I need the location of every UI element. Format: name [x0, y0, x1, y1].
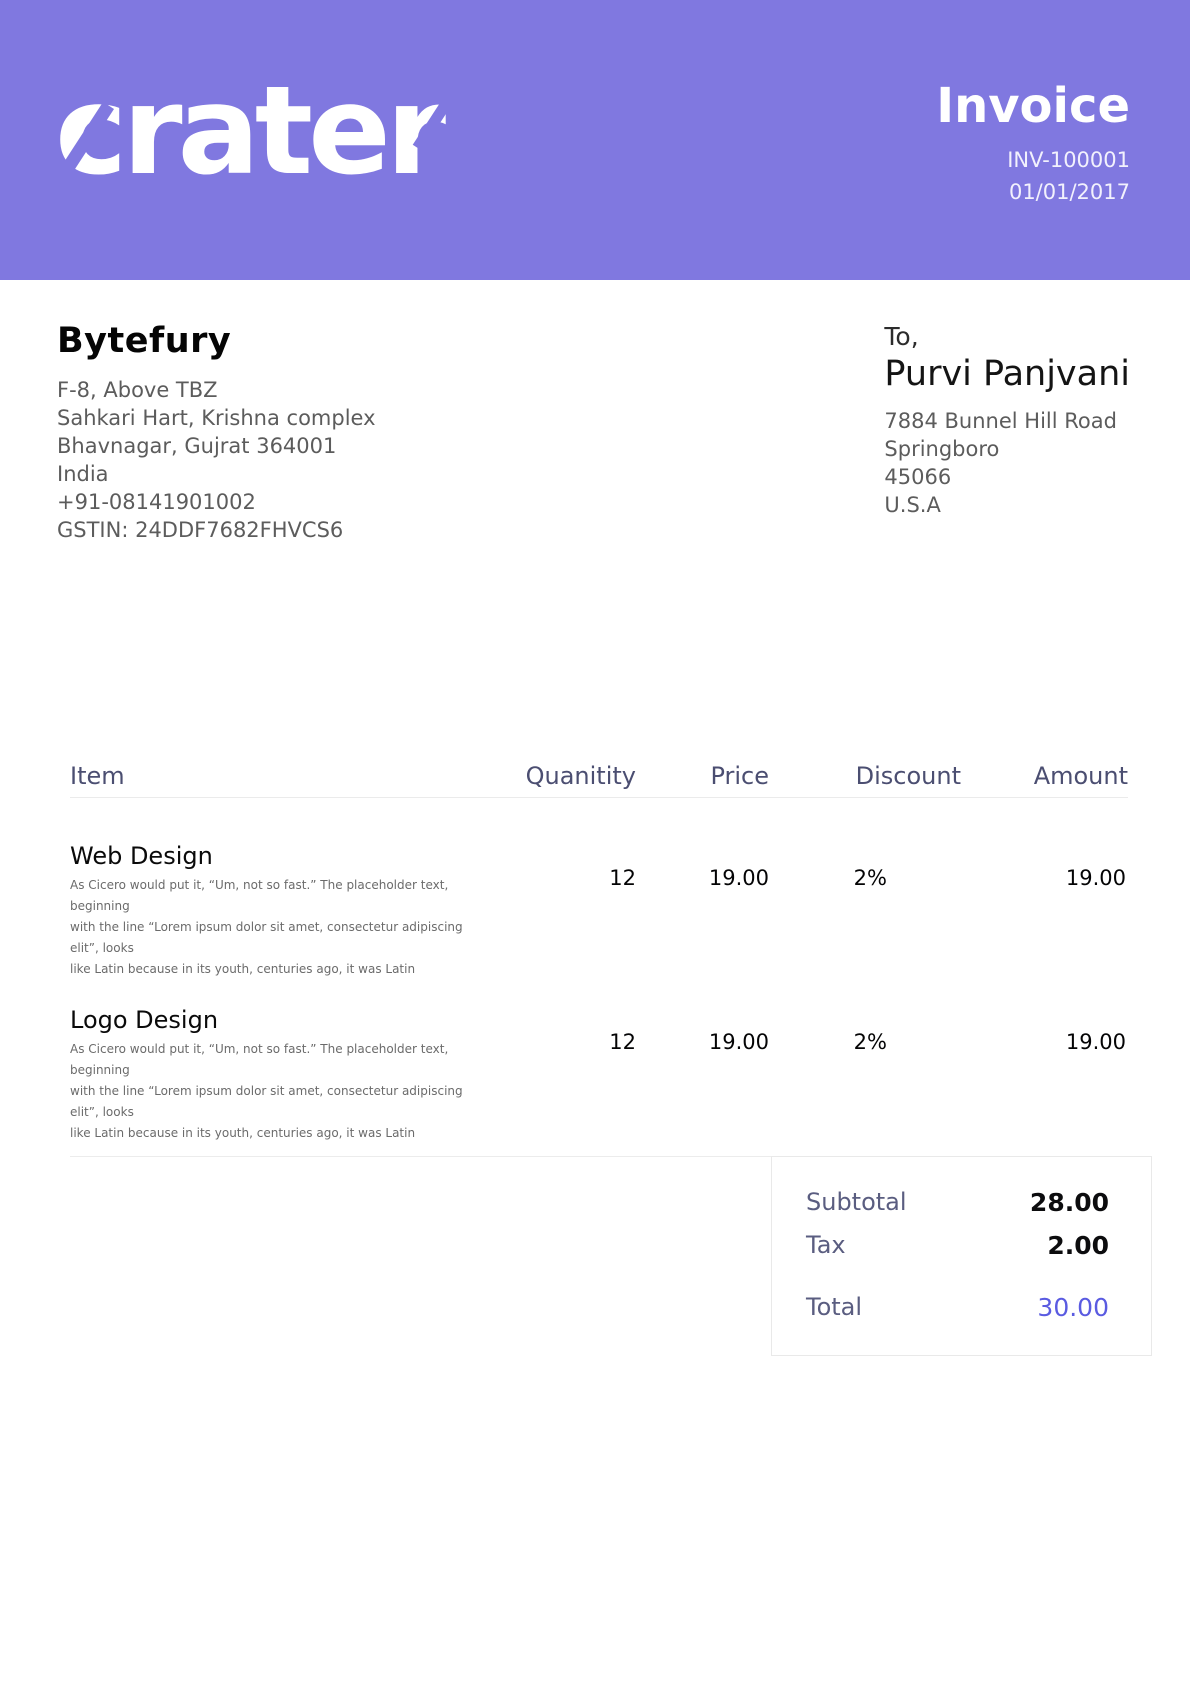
items-table: Item Quanitity Price Discount Amount Web…: [70, 544, 1152, 1356]
seller-address-line: F-8, Above TBZ: [57, 378, 218, 402]
seller-phone: +91-08141901002: [57, 490, 256, 514]
item-price: 19.00: [708, 866, 769, 890]
item-cell: Web Design As Cicero would put it, “Um, …: [70, 844, 490, 980]
column-header-quantity: Quanitity: [525, 762, 636, 790]
subtotal-label: Subtotal: [806, 1188, 907, 1216]
seller-gstin: GSTIN: 24DDF7682FHVCS6: [57, 518, 344, 542]
seller-name: Bytefury: [57, 321, 232, 361]
item-description: As Cicero would put it, “Um, not so fast…: [70, 1042, 463, 1140]
item-amount: 19.00: [1065, 1030, 1126, 1054]
item-quantity: 12: [609, 1030, 636, 1054]
seller-address-line: Sahkari Hart, Krishna complex: [57, 406, 376, 430]
items-table-header: Item Quanitity Price Discount Amount: [70, 764, 1128, 798]
customer-address-line: U.S.A: [884, 493, 941, 517]
invoice-title: Invoice: [936, 78, 1130, 134]
invoice-date: 01/01/2017: [1008, 180, 1130, 204]
tax-value: 2.00: [1047, 1230, 1109, 1260]
table-row: Logo Design As Cicero would put it, “Um,…: [70, 980, 1152, 1144]
to-label: To,: [884, 322, 919, 351]
seller-address-line: India: [57, 462, 109, 486]
customer-address-line: 45066: [884, 465, 952, 489]
column-header-amount: Amount: [1033, 762, 1128, 790]
total-value: 30.00: [1037, 1292, 1109, 1322]
column-header-discount: Discount: [855, 762, 961, 790]
crater-logo-text: crater: [55, 60, 446, 202]
seller-address-block: Bytefury F-8, Above TBZ Sahkari Hart, Kr…: [57, 324, 376, 544]
invoice-number: INV-100001: [1007, 148, 1130, 172]
item-discount: 2%: [853, 866, 887, 890]
tax-label: Tax: [806, 1231, 846, 1259]
total-row: Total 30.00: [806, 1292, 1109, 1322]
tax-row: Tax 2.00: [806, 1230, 1109, 1260]
total-label: Total: [806, 1293, 863, 1321]
seller-address-lines: F-8, Above TBZ Sahkari Hart, Krishna com…: [57, 376, 376, 544]
customer-name: Purvi Panjvani: [884, 354, 1130, 394]
item-description: As Cicero would put it, “Um, not so fast…: [70, 878, 463, 976]
seller-address-line: Bhavnagar, Gujrat 364001: [57, 434, 337, 458]
column-header-item: Item: [70, 762, 125, 790]
customer-address-line: 7884 Bunnel Hill Road: [884, 409, 1117, 433]
table-row: Web Design As Cicero would put it, “Um, …: [70, 798, 1152, 980]
subtotal-row: Subtotal 28.00: [806, 1187, 1109, 1217]
crater-logo: crater: [52, 60, 451, 202]
customer-address-block: To, Purvi Panjvani 7884 Bunnel Hill Road…: [884, 324, 1130, 544]
item-quantity: 12: [609, 866, 636, 890]
item-discount: 2%: [853, 1030, 887, 1054]
item-name: Web Design: [70, 842, 213, 870]
invoice-meta: Invoice INV-100001 01/01/2017: [936, 82, 1130, 280]
customer-address-line: Springboro: [884, 437, 1000, 461]
item-cell: Logo Design As Cicero would put it, “Um,…: [70, 1008, 490, 1144]
item-name: Logo Design: [70, 1006, 219, 1034]
invoice-header-band: crater Invoice INV-100001 01/01/2017: [0, 0, 1190, 280]
address-section: Bytefury F-8, Above TBZ Sahkari Hart, Kr…: [0, 280, 1190, 544]
item-price: 19.00: [708, 1030, 769, 1054]
subtotal-value: 28.00: [1029, 1187, 1109, 1217]
item-amount: 19.00: [1065, 866, 1126, 890]
totals-box: Subtotal 28.00 Tax 2.00 Total 30.00: [771, 1156, 1152, 1356]
column-header-price: Price: [710, 762, 769, 790]
summary-section: Subtotal 28.00 Tax 2.00 Total 30.00: [70, 1156, 1152, 1356]
customer-address-lines: 7884 Bunnel Hill Road Springboro 45066 U…: [884, 407, 1130, 519]
